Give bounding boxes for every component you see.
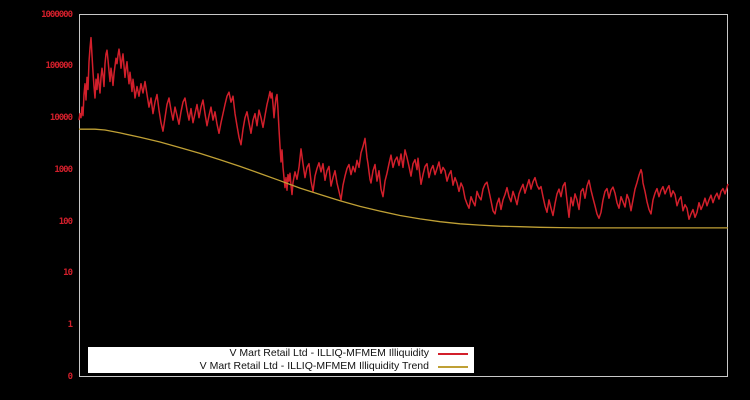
legend-line-sample-trend (438, 365, 468, 368)
legend-item-trend: V Mart Retail Ltd - ILLIQ-MFMEM Illiquid… (88, 360, 474, 373)
y-axis-tick-label: 10000 (49, 113, 73, 123)
trend-line (79, 128, 728, 229)
legend-item-illiquidity: V Mart Retail Ltd - ILLIQ-MFMEM Illiquid… (88, 347, 474, 360)
legend-line-sample-illiquidity (438, 352, 468, 355)
y-axis-tick-label: 1 (67, 320, 73, 330)
y-axis-tick-label: 1000000 (41, 10, 73, 20)
y-axis-tick-label: 100 (58, 217, 73, 227)
y-axis-tick-label: 1000 (54, 165, 73, 175)
y-axis-tick-label: 100000 (45, 61, 73, 71)
y-axis-tick-label: 0 (67, 372, 73, 382)
legend-label-trend: V Mart Retail Ltd - ILLIQ-MFMEM Illiquid… (199, 360, 429, 372)
y-axis: 1000000 100000 10000 1000 100 10 1 0 (0, 0, 74, 400)
illiquidity-line (78, 36, 729, 221)
legend-label-illiquidity: V Mart Retail Ltd - ILLIQ-MFMEM Illiquid… (229, 347, 429, 359)
plot-area (79, 14, 728, 377)
legend: V Mart Retail Ltd - ILLIQ-MFMEM Illiquid… (88, 347, 474, 373)
y-axis-tick-label: 10 (63, 268, 73, 278)
